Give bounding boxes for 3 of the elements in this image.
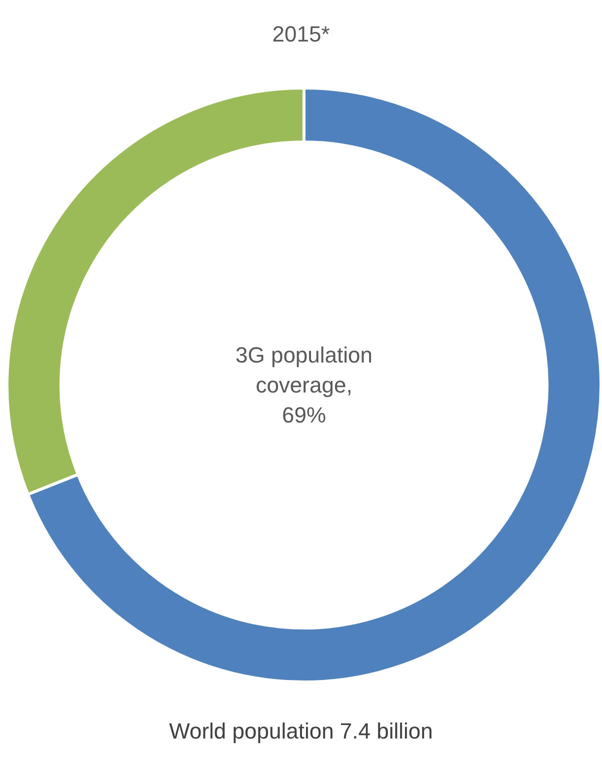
chart-title: 2015* — [272, 22, 330, 46]
text: World population 7.4 billion — [169, 718, 433, 744]
text: 3G population coverage, 69% — [236, 342, 372, 428]
